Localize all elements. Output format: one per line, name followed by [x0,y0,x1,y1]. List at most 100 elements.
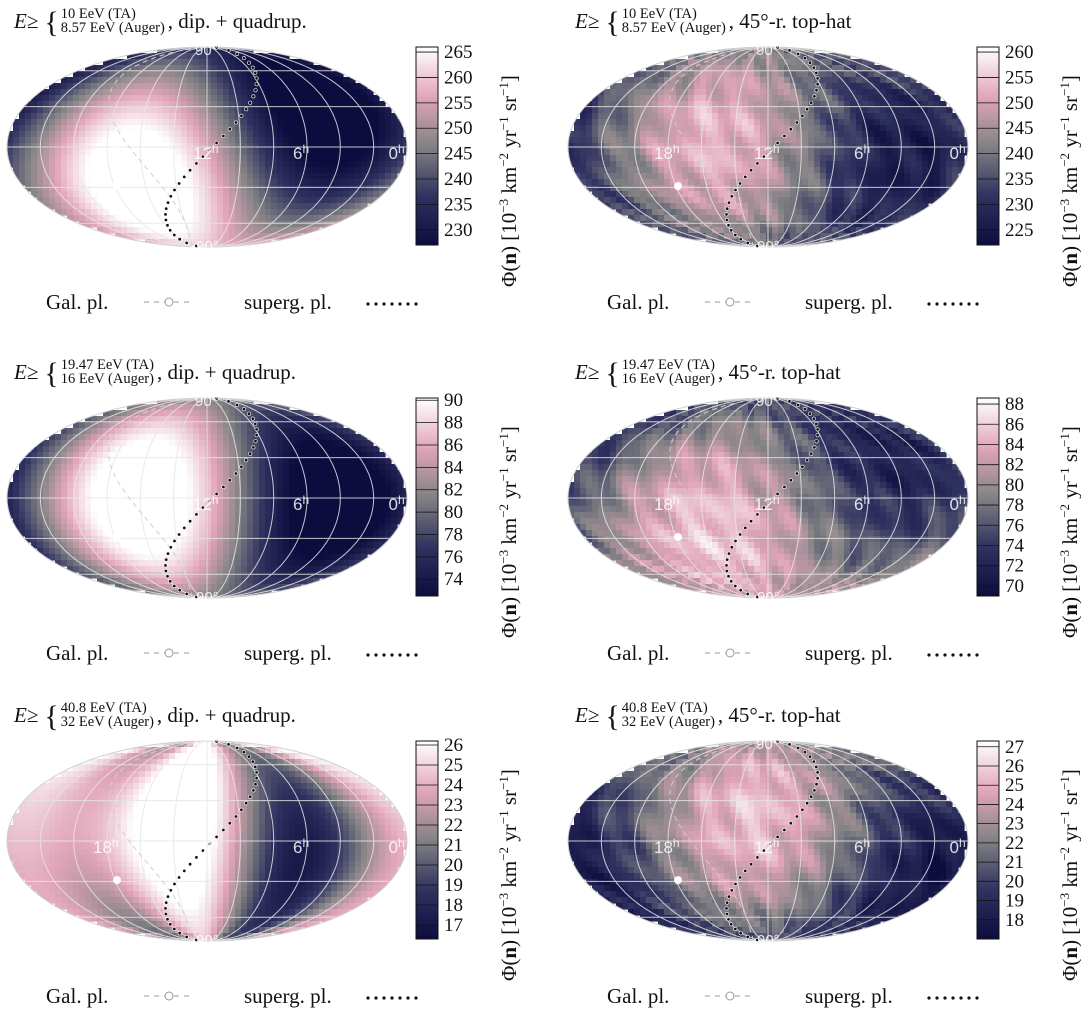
heatmap-cell [934,185,941,192]
heatmap-cell [247,119,254,126]
heatmap-cell [604,107,611,114]
heatmap-cell [580,149,587,156]
heatmap-cell [241,428,248,435]
heatmap-cell [31,137,38,144]
heatmap-cell [151,185,158,192]
heatmap-cell [115,464,122,471]
heatmap-cell [736,77,743,84]
heatmap-cell [241,161,248,168]
heatmap-cell [790,113,797,120]
heatmap-cell [634,77,641,84]
heatmap-cell [598,191,605,198]
heatmap-cell [820,173,827,180]
heatmap-cell [640,191,647,198]
heatmap-cell [193,434,200,441]
heatmap-cell [832,185,839,192]
heatmap-cell [253,197,260,204]
heatmap-cell [163,512,170,519]
heatmap-cell [886,173,893,180]
heatmap-cell [49,470,56,477]
heatmap-cell [157,167,164,174]
supergalactic-point [245,108,248,111]
heatmap-cell [748,107,755,114]
heatmap-cell [574,125,581,132]
heatmap-cell [355,488,362,495]
heatmap-cell [640,143,647,150]
heatmap-cell [169,500,176,507]
heatmap-cell [766,209,773,216]
heatmap-cell [766,203,773,210]
heatmap-cell [277,518,284,525]
heatmap-cell [946,125,953,132]
heatmap-cell [181,107,188,114]
heatmap-cell [211,209,218,216]
heatmap-cell [211,410,218,417]
heatmap-cell [307,470,314,477]
heatmap-cell [247,227,254,234]
heatmap-cell [103,518,110,525]
heatmap-cell [25,518,32,525]
heatmap-cell [367,143,374,150]
heatmap-cell [892,131,899,138]
heatmap-cell [25,506,32,513]
heatmap-cell [688,167,695,174]
heatmap-cell [79,89,86,96]
colorbar-segment [977,229,999,233]
colorbar-label-part: yr [1058,130,1081,153]
heatmap-cell [874,191,881,198]
heatmap-cell [766,77,773,84]
heatmap-cell [379,173,386,180]
heatmap-cell [181,137,188,144]
heatmap-cell [247,179,254,186]
heatmap-cell [826,59,833,66]
heatmap-cell [187,191,194,198]
heatmap-cell [241,197,248,204]
supergalactic-point [169,195,172,198]
heatmap-cell [199,179,206,186]
colorbar-segment [977,182,999,186]
heatmap-cell [265,155,272,162]
heatmap-cell [694,161,701,168]
heatmap-cell [175,125,182,132]
heatmap-cell [217,458,224,465]
colorbar-segment [416,67,438,71]
heatmap-cell [844,173,851,180]
heatmap-cell [640,95,647,102]
heatmap-cell [754,209,761,216]
heatmap-cell [163,107,170,114]
heatmap-cell [85,149,92,156]
heatmap-cell [193,470,200,477]
heatmap-cell [85,137,92,144]
supergalactic-point [808,61,811,64]
heatmap-cell [43,482,50,489]
heatmap-cell [151,137,158,144]
heatmap-cell [922,149,929,156]
heatmap-cell [874,83,881,90]
heatmap-cell [724,137,731,144]
heatmap-cell [13,149,20,156]
heatmap-cell [706,161,713,168]
heatmap-cell [43,197,50,204]
heatmap-cell [295,197,302,204]
heatmap-cell [247,191,254,198]
heatmap-cell [379,476,386,483]
heatmap-cell [622,155,629,162]
heatmap-cell [151,143,158,150]
heatmap-cell [652,167,659,174]
heatmap-cell [910,113,917,120]
heatmap-cell [391,476,398,483]
heatmap-cell [385,179,392,186]
heatmap-cell [874,125,881,132]
legend-supergalactic-swatch [364,290,424,312]
heatmap-cell [838,95,845,102]
heatmap-cell [766,179,773,186]
heatmap-cell [223,119,230,126]
heatmap-cell [241,203,248,210]
heatmap-cell [592,137,599,144]
heatmap-cell [379,512,386,519]
heatmap-cell [682,215,689,222]
heatmap-cell [355,482,362,489]
heatmap-cell [367,185,374,192]
heatmap-cell [373,131,380,138]
heatmap-cell [802,167,809,174]
